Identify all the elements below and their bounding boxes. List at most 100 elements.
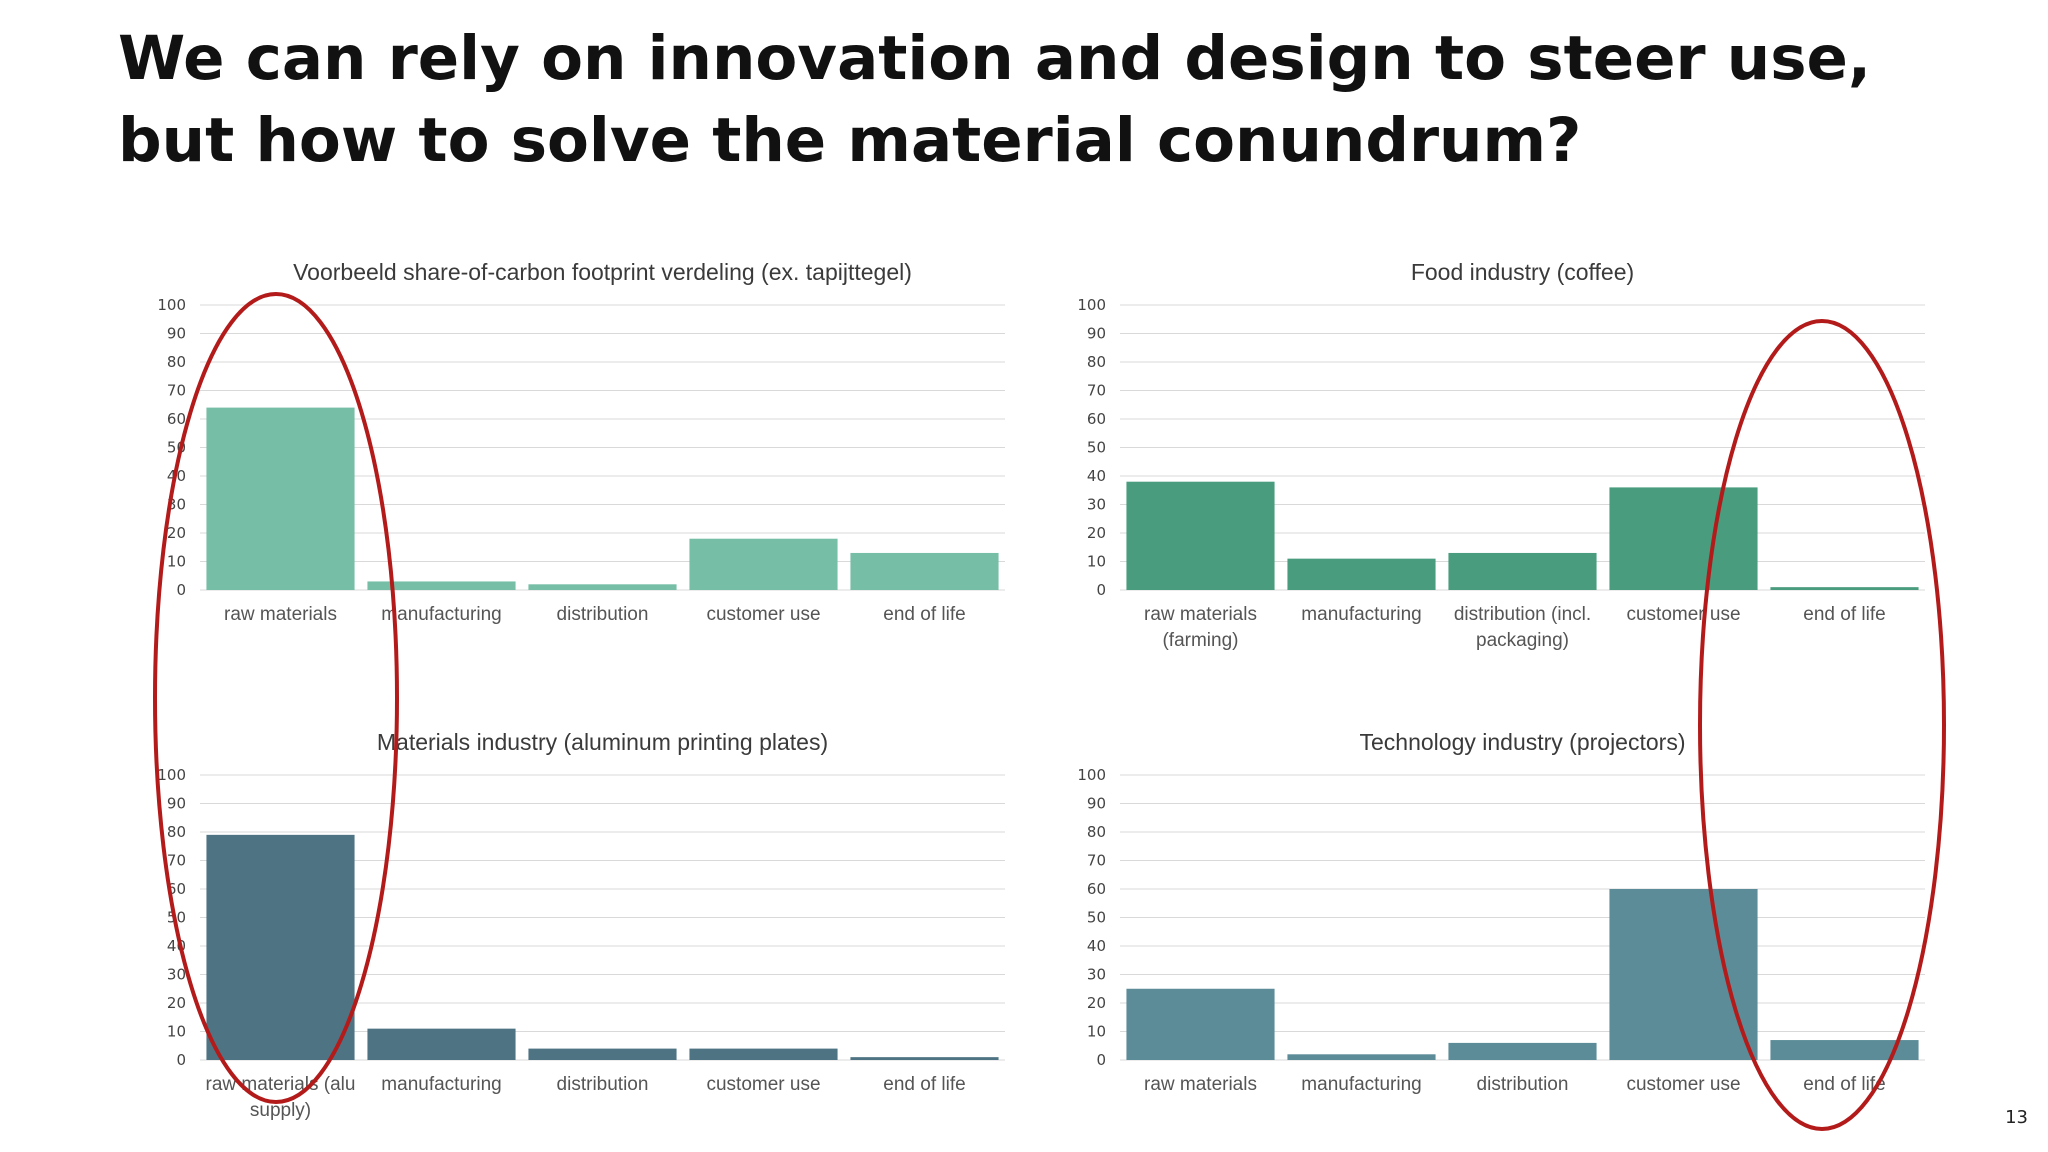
- chart-title: Materials industry (aluminum printing pl…: [377, 729, 828, 755]
- y-tick-label: 80: [167, 823, 186, 841]
- bar-customer-use: [689, 538, 838, 590]
- x-tick-label: (farming): [1162, 630, 1238, 651]
- y-tick-label: 70: [1087, 852, 1106, 870]
- y-tick-label: 0: [176, 581, 186, 599]
- bar-raw-materials-farming: [1126, 481, 1275, 590]
- y-tick-label: 100: [157, 766, 186, 784]
- y-tick-label: 20: [1087, 524, 1106, 542]
- x-tick-label: manufacturing: [1301, 1074, 1421, 1095]
- y-tick-label: 40: [1087, 937, 1106, 955]
- y-tick-label: 10: [167, 553, 186, 571]
- x-tick-label: distribution (incl.: [1454, 604, 1591, 625]
- chart-materials-industry: Materials industry (aluminum printing pl…: [150, 720, 1030, 1140]
- x-tick-label: end of life: [1803, 604, 1885, 625]
- y-tick-label: 100: [157, 296, 186, 314]
- y-tick-label: 20: [167, 994, 186, 1012]
- y-tick-label: 0: [1096, 581, 1106, 599]
- bar-raw-materials: [206, 407, 355, 590]
- bar-end-of-life: [850, 552, 999, 590]
- chart-carbon-footprint-tapijttegel: Voorbeeld share-of-carbon footprint verd…: [150, 250, 1030, 670]
- x-tick-label: distribution: [557, 1074, 649, 1095]
- bar-chart-svg: Materials industry (aluminum printing pl…: [157, 729, 1005, 1121]
- chart-title: Food industry (coffee): [1411, 259, 1634, 285]
- bar-manufacturing: [367, 581, 516, 590]
- chart-title: Technology industry (projectors): [1360, 729, 1686, 755]
- bar-chart-svg: Technology industry (projectors) 0 10 20 30 4…: [1077, 729, 1925, 1095]
- y-tick-label: 80: [167, 353, 186, 371]
- y-tick-label: 50: [167, 909, 186, 927]
- chart-technology-industry: Technology industry (projectors) 0 10 20 30 4…: [1070, 720, 1950, 1140]
- x-tick-label: packaging): [1476, 630, 1569, 651]
- x-tick-label: end of life: [883, 1074, 965, 1095]
- y-tick-label: 30: [167, 966, 186, 984]
- y-tick-label: 70: [167, 382, 186, 400]
- bar-customer-use: [1609, 889, 1758, 1060]
- x-tick-label: customer use: [1626, 1074, 1740, 1095]
- x-tick-label: manufacturing: [1301, 604, 1421, 625]
- bar-customer-use: [1609, 487, 1758, 590]
- y-tick-label: 100: [1077, 296, 1106, 314]
- y-tick-label: 20: [1087, 994, 1106, 1012]
- bar-end-of-life: [1770, 587, 1919, 590]
- bar-distribution: [528, 584, 677, 590]
- x-tick-label: end of life: [1803, 1074, 1885, 1095]
- y-tick-label: 50: [1087, 439, 1106, 457]
- x-tick-label: customer use: [1626, 604, 1740, 625]
- x-tick-label: distribution: [1477, 1074, 1569, 1095]
- x-tick-label: customer use: [706, 1074, 820, 1095]
- y-tick-label: 60: [1087, 880, 1106, 898]
- slide-title: We can rely on innovation and design to …: [118, 23, 1872, 176]
- y-tick-label: 100: [1077, 766, 1106, 784]
- page-number: 13: [2005, 1107, 2028, 1128]
- bar-raw-materials: [1126, 988, 1275, 1060]
- bar-distribution: [1448, 1042, 1597, 1060]
- bar-chart-svg: Food industry (coffee) 0 10 20 30 40 50 60 70 80 9…: [1077, 259, 1925, 651]
- x-tick-label: raw materials: [1144, 1074, 1257, 1095]
- y-tick-label: 50: [167, 439, 186, 457]
- y-tick-label: 10: [167, 1023, 186, 1041]
- bar-manufacturing: [1287, 558, 1436, 590]
- y-tick-label: 70: [1087, 382, 1106, 400]
- y-tick-label: 0: [1096, 1051, 1106, 1069]
- x-tick-label: customer use: [706, 604, 820, 625]
- bar-chart-svg: Voorbeeld share-of-carbon footprint verd…: [157, 259, 1005, 625]
- y-tick-label: 90: [1087, 325, 1106, 343]
- x-tick-label: manufacturing: [381, 1074, 501, 1095]
- bar-raw-materials-alu-supply: [206, 834, 355, 1060]
- y-tick-label: 80: [1087, 823, 1106, 841]
- y-tick-label: 80: [1087, 353, 1106, 371]
- chart-title: Voorbeeld share-of-carbon footprint verd…: [293, 259, 912, 285]
- x-tick-label: end of life: [883, 604, 965, 625]
- y-tick-label: 30: [167, 496, 186, 514]
- x-tick-label: raw materials (alu: [206, 1074, 356, 1095]
- y-tick-label: 10: [1087, 553, 1106, 571]
- y-tick-label: 90: [1087, 795, 1106, 813]
- y-tick-label: 90: [167, 325, 186, 343]
- x-tick-label: raw materials: [224, 604, 337, 625]
- y-tick-label: 60: [1087, 410, 1106, 428]
- chart-food-industry: Food industry (coffee) 0 10 20 30 40 50 60 70 80 9…: [1070, 250, 1950, 670]
- y-tick-label: 40: [167, 467, 186, 485]
- y-tick-label: 40: [167, 937, 186, 955]
- x-tick-label: supply): [250, 1100, 311, 1121]
- bar-distribution-incl-packaging: [1448, 552, 1597, 590]
- bar-end-of-life: [1770, 1040, 1919, 1060]
- y-tick-label: 10: [1087, 1023, 1106, 1041]
- bar-end-of-life: [850, 1057, 999, 1060]
- y-tick-label: 20: [167, 524, 186, 542]
- bar-manufacturing: [367, 1028, 516, 1060]
- x-tick-label: manufacturing: [381, 604, 501, 625]
- y-tick-label: 40: [1087, 467, 1106, 485]
- y-tick-label: 0: [176, 1051, 186, 1069]
- bar-distribution: [528, 1048, 677, 1060]
- y-tick-label: 30: [1087, 966, 1106, 984]
- x-tick-label: distribution: [557, 604, 649, 625]
- y-tick-label: 60: [167, 880, 186, 898]
- y-tick-label: 60: [167, 410, 186, 428]
- y-tick-label: 70: [167, 852, 186, 870]
- y-tick-label: 30: [1087, 496, 1106, 514]
- x-tick-label: raw materials: [1144, 604, 1257, 625]
- bar-manufacturing: [1287, 1054, 1436, 1060]
- y-tick-label: 90: [167, 795, 186, 813]
- bar-customer-use: [689, 1048, 838, 1060]
